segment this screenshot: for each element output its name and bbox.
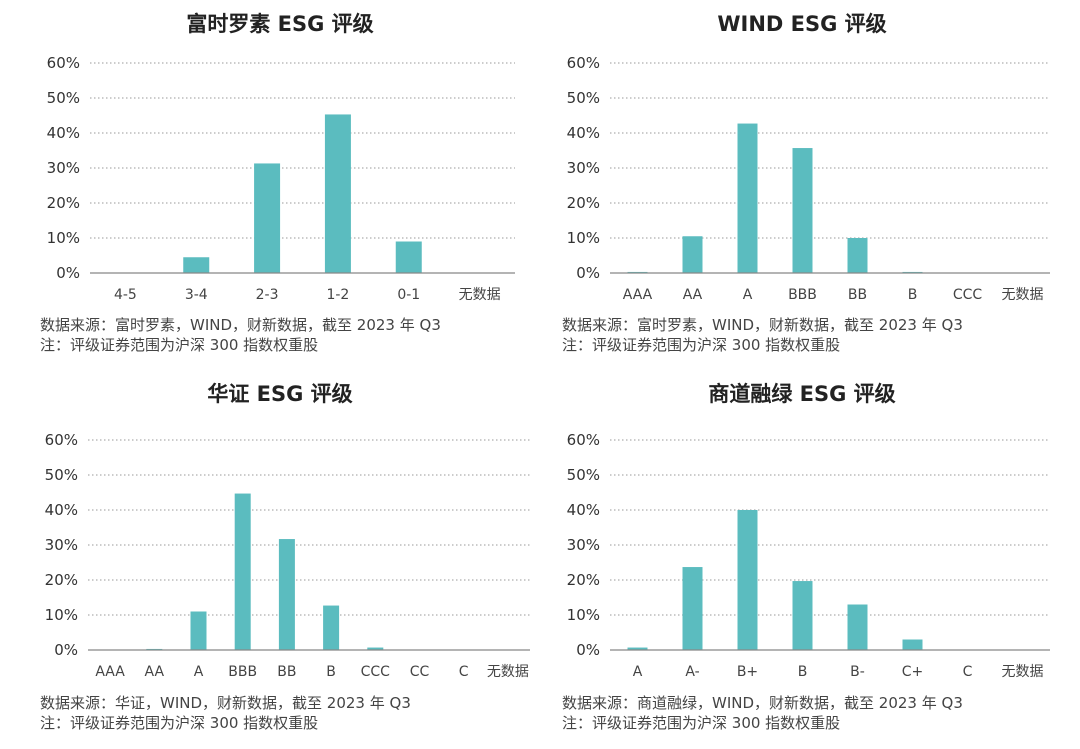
- chart-title: 商道融绿 ESG 评级: [708, 382, 896, 406]
- x-tick-label: B: [326, 664, 336, 678]
- bar: [324, 114, 351, 273]
- x-tick-label: BBB: [788, 287, 817, 303]
- x-tick-label: 0-1: [397, 287, 420, 303]
- x-tick-label: A: [194, 664, 204, 678]
- chart-panel-syntao: 商道融绿 ESG 评级 0% 10% 20% 30% 40% 50% 60% A A- B+ B B-…: [542, 378, 1062, 738]
- y-tick-label: 50%: [567, 466, 600, 484]
- y-tick-label: 30%: [47, 159, 80, 177]
- bar: [737, 510, 758, 650]
- y-tick-label: 60%: [567, 54, 600, 72]
- bar: [682, 236, 703, 273]
- bar: [395, 241, 422, 273]
- bar: [367, 647, 384, 650]
- bar: [682, 567, 703, 650]
- chart-title: WIND ESG 评级: [717, 12, 887, 36]
- x-tick-label: BB: [277, 664, 296, 678]
- y-tick-label: 30%: [567, 159, 600, 177]
- chart-svg: 0% 10% 20% 30% 40% 50% 60% 4-5 3-4 2-3 1-2 0-1 无数据: [47, 54, 515, 303]
- x-tick-label: C+: [902, 664, 924, 678]
- y-tick-label: 10%: [45, 606, 78, 624]
- y-tick-label: 60%: [47, 54, 80, 72]
- bar: [847, 604, 868, 650]
- chart-title: 华证 ESG 评级: [207, 382, 353, 406]
- y-tick-label: 0%: [56, 264, 80, 282]
- y-tick-label: 50%: [45, 466, 78, 484]
- x-tick-label: 无数据: [1002, 664, 1044, 678]
- bar: [183, 257, 210, 273]
- x-tick-label: 无数据: [487, 664, 529, 678]
- source-note: 数据来源：富时罗素，WIND，财新数据，截至 2023 年 Q3: [562, 316, 963, 334]
- bar: [627, 647, 648, 650]
- x-tick-label: B+: [737, 664, 758, 678]
- x-tick-label: AA: [683, 287, 703, 303]
- x-tick-label: CC: [410, 664, 430, 678]
- scope-note: 注：评级证券范围为沪深 300 指数权重股: [40, 714, 319, 732]
- y-tick-label: 20%: [567, 194, 600, 212]
- y-tick-label: 10%: [567, 606, 600, 624]
- x-tick-label: C: [459, 664, 469, 678]
- x-tick-label: B-: [850, 664, 865, 678]
- x-tick-label: CCC: [953, 287, 983, 303]
- bar: [254, 163, 281, 273]
- y-tick-label: 40%: [45, 501, 78, 519]
- chart-svg: 0% 10% 20% 30% 40% 50% 60% A A- B+ B B- C+ C 无数据: [567, 431, 1050, 678]
- x-tick-label: A-: [685, 664, 699, 678]
- y-tick-label: 50%: [567, 89, 600, 107]
- y-tick-label: 40%: [567, 124, 600, 142]
- source-note: 数据来源：华证，WIND，财新数据，截至 2023 年 Q3: [40, 694, 411, 712]
- y-tick-label: 20%: [47, 194, 80, 212]
- x-tick-label: 无数据: [1002, 287, 1044, 303]
- y-tick-label: 10%: [567, 229, 600, 247]
- chart-panel-huazheng: 华证 ESG 评级 0% 10% 20% 30% 40% 50% 60% AAA AA A BBB B…: [20, 378, 540, 738]
- x-tick-label: BBB: [228, 664, 257, 678]
- chart-svg: 0%10%20%30%40%50%60%AAA AA A BBB BB B CCC 无数据: [567, 54, 1050, 303]
- y-tick-label: 40%: [47, 124, 80, 142]
- x-tick-label: AAA: [623, 287, 653, 303]
- bar: [737, 123, 758, 273]
- bar: [792, 581, 813, 650]
- y-tick-label: 50%: [47, 89, 80, 107]
- bar: [323, 605, 340, 650]
- x-tick-label: 3-4: [185, 287, 208, 303]
- x-tick-label: 2-3: [256, 287, 279, 303]
- y-tick-label: 60%: [45, 431, 78, 449]
- bar: [902, 639, 923, 650]
- y-tick-label: 0%: [576, 641, 600, 659]
- y-tick-label: 20%: [567, 571, 600, 589]
- x-tick-label: 1-2: [326, 287, 349, 303]
- bar: [234, 493, 251, 650]
- x-tick-label: B: [798, 664, 808, 678]
- y-tick-label: 30%: [45, 536, 78, 554]
- x-tick-label: AA: [145, 664, 165, 678]
- bar: [792, 148, 813, 273]
- y-tick-label: 0%: [576, 264, 600, 282]
- scope-note: 注：评级证券范围为沪深 300 指数权重股: [562, 714, 841, 732]
- x-tick-label: BB: [848, 287, 867, 303]
- bar: [190, 611, 207, 650]
- chart-panel-ftse: 富时罗素 ESG 评级 0% 10% 20% 30% 40% 50% 60% 4-5 3-4 2-…: [20, 8, 540, 368]
- chart-title: 富时罗素 ESG 评级: [186, 12, 374, 36]
- x-tick-label: 无数据: [459, 287, 501, 303]
- x-tick-label: CCC: [361, 664, 391, 678]
- source-note: 数据来源：商道融绿，WIND，财新数据，截至 2023 年 Q3: [562, 694, 963, 712]
- y-tick-label: 40%: [567, 501, 600, 519]
- x-tick-label: B: [908, 287, 918, 303]
- bar: [847, 238, 868, 273]
- x-tick-label: 4-5: [114, 287, 137, 303]
- source-note: 数据来源：富时罗素，WIND，财新数据，截至 2023 年 Q3: [40, 316, 441, 334]
- y-tick-label: 30%: [567, 536, 600, 554]
- bar: [278, 539, 295, 650]
- y-tick-label: 60%: [567, 431, 600, 449]
- x-tick-label: A: [743, 287, 753, 303]
- x-tick-label: AAA: [95, 664, 125, 678]
- x-tick-label: C: [963, 664, 973, 678]
- chart-svg: 0%10%20%30%40%50%60%AAA AA A BBB BB B CCC CC C 无数…: [45, 431, 530, 678]
- y-tick-label: 0%: [54, 641, 78, 659]
- y-tick-label: 10%: [47, 229, 80, 247]
- x-tick-label: A: [633, 664, 643, 678]
- scope-note: 注：评级证券范围为沪深 300 指数权重股: [562, 336, 841, 354]
- chart-panel-wind: WIND ESG 评级 0% 10% 20% 30% 40% 50% 60% AAA AA A BB…: [542, 8, 1062, 368]
- scope-note: 注：评级证券范围为沪深 300 指数权重股: [40, 336, 319, 354]
- y-tick-label: 20%: [45, 571, 78, 589]
